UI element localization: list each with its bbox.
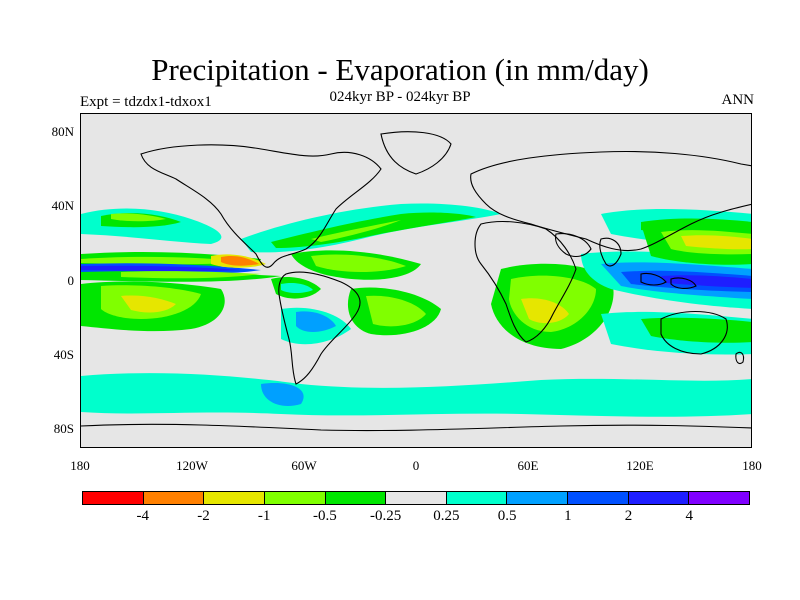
lon-tick-label: 180 <box>742 458 762 473</box>
lon-tick-label: 60E <box>517 458 539 473</box>
colorbar-label: 2 <box>624 508 633 524</box>
colorbar-cell <box>143 492 205 504</box>
experiment-label: Expt = tdzdx1-tdxox1 <box>80 94 212 110</box>
season-label: ANN <box>721 92 755 108</box>
colorbar-label: 1 <box>564 508 572 524</box>
lon-tick-label: 180 <box>70 458 90 473</box>
colorbar-label: -0.25 <box>370 508 402 524</box>
colorbar-cell <box>568 492 629 504</box>
colorbar-cell <box>446 492 508 504</box>
field-shading <box>81 203 751 417</box>
coastlines <box>81 131 751 432</box>
colorbar <box>82 491 750 505</box>
lat-tick-label: 80N <box>51 123 74 139</box>
colorbar-cell <box>204 492 265 504</box>
colorbar-cell <box>689 492 750 504</box>
map-plot <box>81 131 751 432</box>
lat-tick-label: 40N <box>51 198 74 214</box>
colorbar-label: 4 <box>685 508 694 524</box>
lon-tick-label: 120W <box>176 458 208 473</box>
map-title: Precipitation - Evaporation (in mm/day) <box>151 52 649 87</box>
colorbar-label: 0.25 <box>433 508 460 524</box>
colorbar-cell <box>264 492 326 504</box>
colorbar-cell <box>628 492 690 504</box>
lon-tick-label: 0 <box>412 458 420 473</box>
colorbar-label: -2 <box>197 508 210 524</box>
colorbar-label: -1 <box>257 508 271 524</box>
colorbar-cell <box>507 492 569 504</box>
colorbar-cell <box>325 492 387 504</box>
colorbar-cell <box>83 492 144 504</box>
map-panel <box>80 113 752 448</box>
lat-tick-label: 40S <box>53 346 74 362</box>
colorbar-label: -4 <box>136 508 149 524</box>
colorbar-cell <box>386 492 447 504</box>
lat-tick-label: 80S <box>53 421 74 437</box>
colorbar-label: 0.5 <box>497 508 517 524</box>
lon-tick-label: 60W <box>291 458 317 473</box>
colorbar-label: -0.5 <box>313 508 337 524</box>
lat-tick-label: 0 <box>67 272 75 288</box>
map-subtitle: 024kyr BP - 024kyr BP <box>329 89 471 105</box>
lon-tick-label: 120E <box>626 458 654 473</box>
